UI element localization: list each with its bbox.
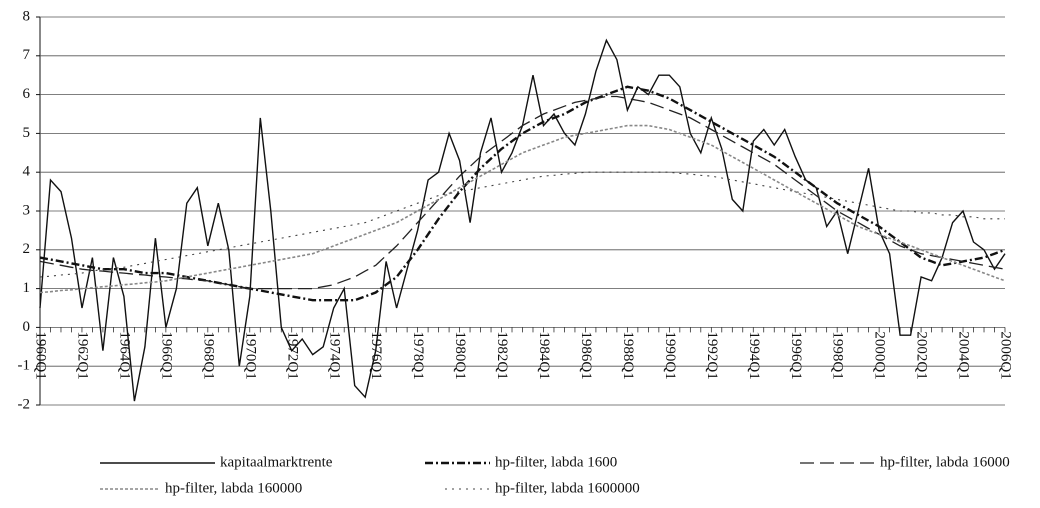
series-line (39, 124, 1006, 294)
y-tick-label: 5 (23, 125, 31, 141)
x-tick-label: 1992Q1 (704, 331, 720, 379)
x-tick-label: 2004Q1 (956, 331, 972, 379)
x-tick-label: 1996Q1 (788, 331, 804, 379)
x-tick-label: 2006Q1 (998, 331, 1014, 379)
y-tick-label: 4 (23, 164, 31, 180)
y-tick-label: 3 (23, 202, 31, 218)
legend-label: hp-filter, labda 16000 (880, 454, 1010, 470)
x-tick-label: 2002Q1 (914, 331, 930, 379)
x-tick-label: 1984Q1 (536, 331, 552, 379)
x-tick-label: 1962Q1 (75, 331, 91, 379)
x-tick-label: 1982Q1 (494, 331, 510, 379)
x-tick-label: 1978Q1 (410, 331, 426, 379)
legend-label: hp-filter, labda 1600000 (495, 480, 640, 496)
y-tick-label: 0 (23, 319, 31, 335)
series-line (39, 85, 1006, 302)
y-tick-label: 8 (23, 8, 31, 24)
x-tick-label: 1974Q1 (326, 331, 342, 379)
x-tick-label: 2000Q1 (872, 331, 888, 379)
x-tick-label: 1968Q1 (200, 331, 216, 379)
y-tick-label: 1 (23, 280, 31, 296)
series-line (39, 95, 1006, 290)
y-tick-label: 6 (23, 86, 31, 102)
legend-label: hp-filter, labda 1600 (495, 454, 617, 470)
x-tick-label: 1986Q1 (578, 331, 594, 379)
legend-label: hp-filter, labda 160000 (165, 480, 302, 496)
x-tick-label: 1966Q1 (158, 331, 174, 379)
x-tick-label: 1970Q1 (242, 331, 258, 379)
x-tick-label: 1980Q1 (452, 331, 468, 379)
x-tick-label: 1960Q1 (33, 331, 49, 379)
series-line (39, 171, 1005, 278)
x-tick-label: 1998Q1 (830, 331, 846, 379)
y-tick-label: 2 (23, 241, 31, 257)
x-tick-label: 1990Q1 (662, 331, 678, 379)
legend-label: kapitaalmarktrente (220, 454, 333, 470)
x-tick-label: 1994Q1 (746, 331, 762, 379)
x-tick-label: 1988Q1 (620, 331, 636, 379)
y-tick-label: 7 (23, 47, 31, 63)
y-tick-label: -1 (18, 358, 31, 374)
y-tick-label: -2 (18, 396, 31, 412)
